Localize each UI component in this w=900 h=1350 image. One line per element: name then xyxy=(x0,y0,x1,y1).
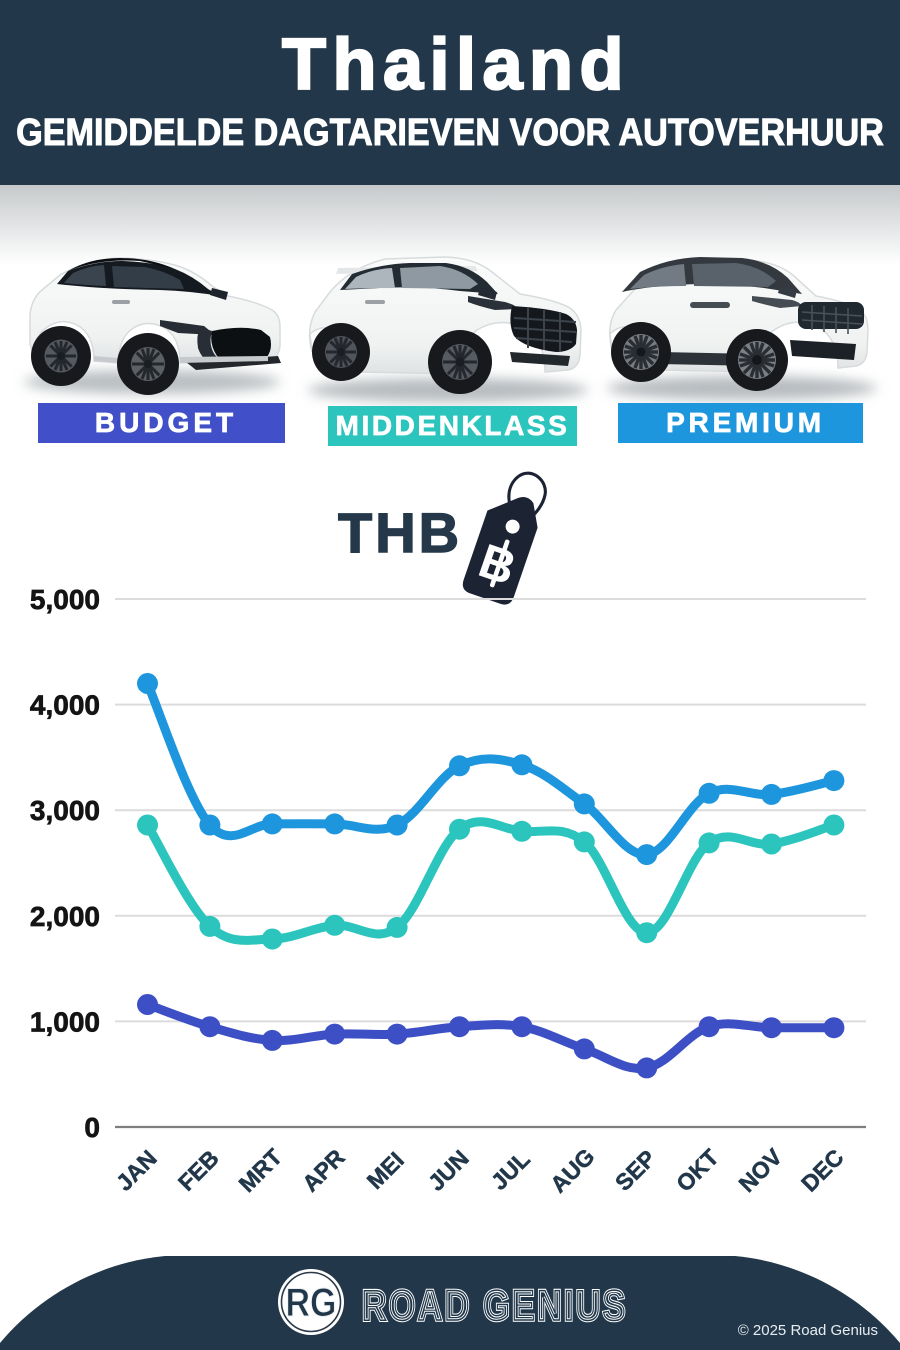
svg-text:OKT: OKT xyxy=(671,1144,724,1197)
svg-text:JUL: JUL xyxy=(486,1146,535,1195)
svg-text:ROAD GENIUS: ROAD GENIUS xyxy=(362,1282,628,1330)
svg-text:0: 0 xyxy=(84,1112,100,1143)
svg-text:JUN: JUN xyxy=(423,1145,474,1196)
svg-text:DEC: DEC xyxy=(796,1144,849,1197)
svg-text:4,000: 4,000 xyxy=(30,690,100,721)
svg-text:APR: APR xyxy=(297,1144,350,1197)
svg-text:ROAD GENIUS: ROAD GENIUS xyxy=(362,1282,628,1330)
svg-text:JAN: JAN xyxy=(111,1145,162,1196)
svg-text:3,000: 3,000 xyxy=(30,795,100,826)
svg-text:RG: RG xyxy=(286,1279,337,1324)
svg-text:RG: RG xyxy=(286,1279,337,1324)
svg-text:FEB: FEB xyxy=(173,1145,224,1196)
svg-text:2,000: 2,000 xyxy=(30,901,100,932)
svg-text:AUG: AUG xyxy=(545,1143,600,1198)
svg-text:1,000: 1,000 xyxy=(30,1006,100,1037)
svg-text:5,000: 5,000 xyxy=(30,584,100,615)
svg-text:SEP: SEP xyxy=(610,1145,661,1196)
svg-text:MEI: MEI xyxy=(362,1147,409,1194)
svg-text:NOV: NOV xyxy=(734,1143,788,1197)
svg-text:MRT: MRT xyxy=(234,1144,288,1198)
